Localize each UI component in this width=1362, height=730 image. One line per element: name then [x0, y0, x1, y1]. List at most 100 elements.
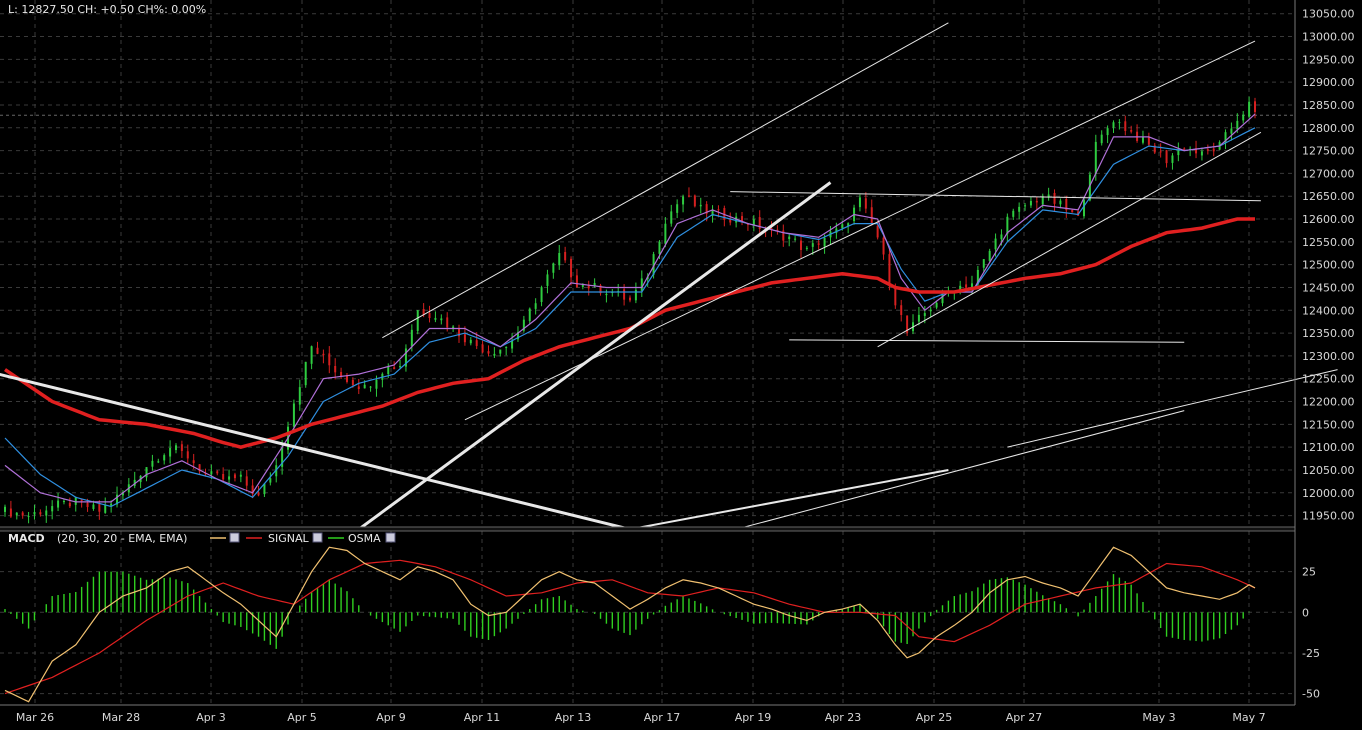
macd-y-tick-label: -25	[1302, 647, 1320, 660]
candle-body	[86, 502, 89, 508]
trendline	[357, 181, 832, 531]
candle-body	[340, 372, 343, 377]
y-tick-label: 12050.00	[1302, 464, 1355, 477]
candle-body	[522, 319, 525, 331]
candle-body	[847, 223, 850, 227]
candle-body	[959, 285, 962, 291]
candle-body	[151, 460, 154, 467]
macd-legend: MACD (20, 30, 20 - EMA, EMA) SIGNAL OSMA	[8, 532, 396, 545]
trendline	[382, 22, 949, 339]
candle-body	[51, 506, 54, 512]
candle-body	[1047, 194, 1050, 198]
candle-body	[888, 254, 891, 285]
candle-body	[593, 283, 596, 287]
macd-y-tick-label: 0	[1302, 606, 1309, 619]
candle-body	[752, 219, 755, 226]
candle-body	[145, 467, 148, 478]
candle-body	[198, 464, 201, 472]
x-tick-label: Apr 27	[1006, 711, 1043, 724]
x-tick-label: Mar 28	[102, 711, 140, 724]
candle-body	[794, 238, 797, 240]
candle-body	[263, 483, 266, 495]
signal-legend-checkbox[interactable]	[312, 532, 323, 543]
osma-legend-checkbox[interactable]	[385, 532, 396, 543]
candle-body	[965, 284, 968, 288]
signal-legend-label: SIGNAL	[268, 532, 310, 545]
candle-body	[15, 512, 18, 516]
candle-body	[540, 287, 543, 302]
candle-body	[133, 479, 136, 486]
candle-body	[516, 332, 519, 340]
trendlines	[0, 22, 1338, 531]
candle-body	[298, 387, 301, 405]
candle-body	[45, 510, 48, 516]
candle-body	[799, 240, 802, 250]
candle-body	[110, 503, 113, 506]
candle-body	[163, 455, 166, 461]
candle-body	[416, 310, 419, 331]
candle-body	[894, 286, 897, 306]
y-tick-label: 12750.00	[1302, 145, 1355, 158]
x-tick-label: Apr 25	[916, 711, 953, 724]
ma-short-line	[4, 113, 1256, 503]
candle-body	[292, 403, 295, 427]
candle-body	[906, 315, 909, 333]
candle-body	[1141, 136, 1144, 143]
trendline	[629, 468, 949, 531]
candle-body	[664, 223, 667, 244]
candle-body	[1195, 148, 1198, 154]
candle-body	[1083, 199, 1086, 217]
candle-body	[823, 237, 826, 247]
candle-body	[629, 297, 631, 301]
trendline	[789, 339, 1185, 343]
candle-body	[1254, 101, 1256, 112]
trendline	[1007, 369, 1338, 448]
candle-body	[1248, 101, 1251, 117]
candle-body	[693, 195, 696, 207]
candle-body	[705, 204, 708, 214]
candle-body	[68, 502, 71, 507]
candle-body	[1035, 200, 1038, 203]
candle-body	[1106, 128, 1109, 136]
candle-body	[1242, 114, 1245, 121]
candle-body	[328, 353, 331, 366]
grid	[0, 0, 1295, 705]
candle-body	[970, 283, 973, 288]
candle-body	[475, 340, 478, 346]
x-tick-label: May 3	[1142, 711, 1175, 724]
candle-body	[216, 471, 219, 474]
panel-separator	[0, 527, 1295, 531]
y-tick-label: 12150.00	[1302, 418, 1355, 431]
candle-body	[458, 327, 461, 337]
x-tick-label: Apr 3	[196, 711, 226, 724]
candle-body	[941, 292, 944, 304]
candle-body	[310, 346, 313, 364]
trendline	[464, 40, 1256, 421]
candle-body	[994, 238, 997, 250]
x-tick-label: Apr 23	[825, 711, 862, 724]
candle-body	[469, 339, 472, 344]
macd-legend-params: (20, 30, 20 - EMA, EMA)	[57, 532, 187, 545]
candle-body	[1236, 120, 1239, 130]
candle-body	[805, 247, 808, 249]
macd-line	[4, 546, 1256, 703]
candle-body	[393, 367, 396, 370]
candle-body	[404, 348, 407, 367]
candle-body	[841, 224, 844, 229]
candle-body	[104, 505, 107, 513]
candle-body	[345, 375, 348, 382]
candle-body	[233, 474, 236, 479]
trendline	[730, 191, 1261, 202]
x-tick-label: Apr 11	[464, 711, 501, 724]
candle-body	[546, 274, 549, 286]
candle-body	[363, 384, 366, 389]
candle-body	[770, 228, 773, 230]
candle-body	[870, 207, 873, 225]
candle-body	[552, 263, 555, 273]
candle-body	[1147, 137, 1150, 145]
y-tick-label: 12350.00	[1302, 327, 1355, 340]
candle-body	[1200, 151, 1203, 156]
macd-legend-checkbox[interactable]	[229, 532, 240, 543]
